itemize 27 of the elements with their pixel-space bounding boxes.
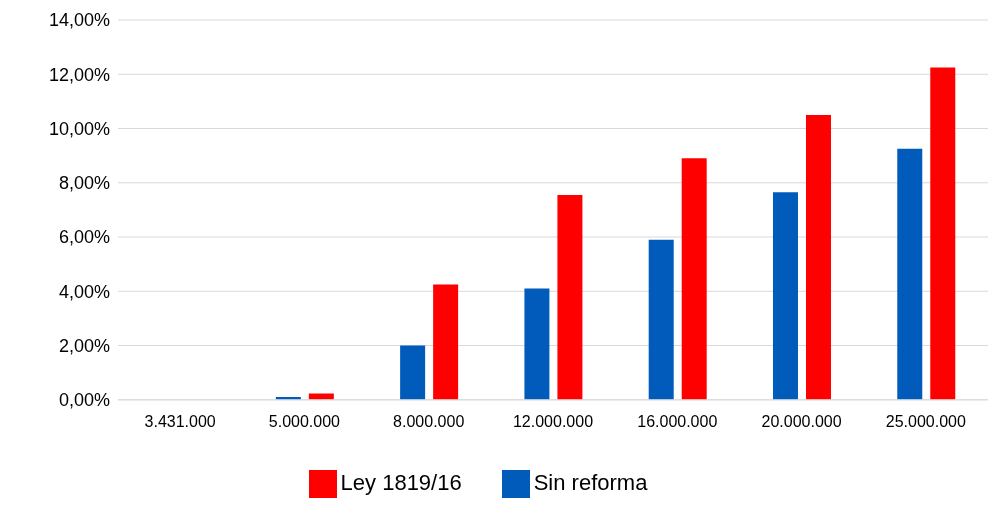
legend-label: Sin reforma <box>533 469 648 495</box>
y-tick-label: 6,00% <box>58 227 110 248</box>
bar <box>930 67 956 400</box>
x-tick-label: 8.000.000 <box>393 413 465 431</box>
x-tick-label: 12.000.000 <box>512 413 594 431</box>
y-tick-label: 4,00% <box>58 281 110 302</box>
bar <box>400 345 426 400</box>
bar <box>897 148 923 400</box>
x-tick-label: 25.000.000 <box>885 413 966 431</box>
bar <box>648 239 674 400</box>
x-tick-label: 20.000.000 <box>761 413 842 431</box>
y-tick-label: 14,00% <box>48 10 110 31</box>
bar <box>681 158 707 400</box>
bar <box>433 284 459 400</box>
bar <box>805 114 831 400</box>
bar <box>772 192 798 400</box>
bar <box>524 288 550 400</box>
x-tick-label: 16.000.000 <box>637 413 718 431</box>
y-tick-label: 2,00% <box>58 335 110 356</box>
y-tick-label: 0,00% <box>58 390 110 411</box>
y-tick-label: 12,00% <box>48 64 110 85</box>
legend-label: Ley 1819/16 <box>340 469 462 495</box>
x-tick-label: 3.431.000 <box>144 413 216 431</box>
y-tick-label: 8,00% <box>58 173 110 194</box>
y-tick-label: 10,00% <box>48 118 110 139</box>
bar <box>557 194 583 400</box>
x-tick-label: 5.000.000 <box>268 413 341 431</box>
